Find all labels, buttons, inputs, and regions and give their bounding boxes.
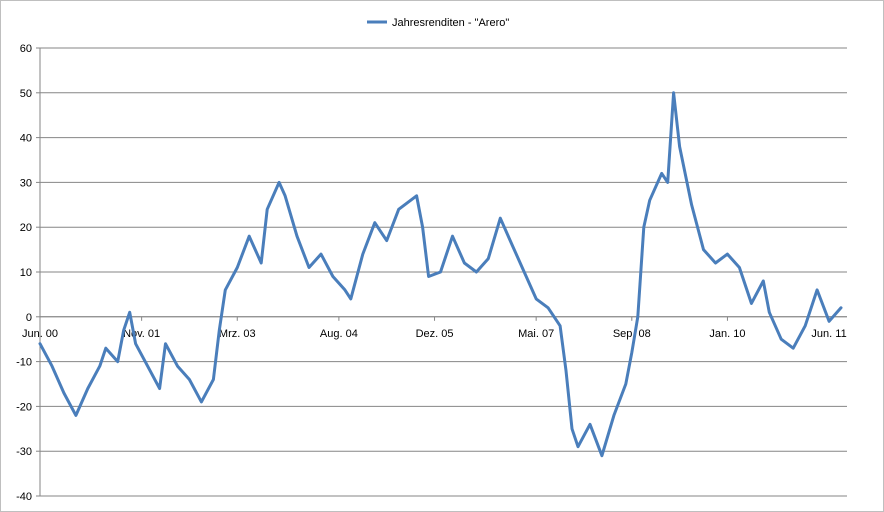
y-tick-label: 50 [20, 88, 32, 100]
legend-label: Jahresrenditen - "Arero" [392, 17, 509, 29]
y-tick-label: 0 [26, 312, 32, 324]
y-tick-label: -30 [16, 446, 32, 458]
x-tick-label: Nov. 01 [123, 328, 160, 340]
series [38, 91, 843, 458]
x-tick-label: Sep. 08 [613, 328, 651, 340]
y-tick-label: -40 [16, 491, 32, 503]
y-tick-label: -10 [16, 357, 32, 369]
gridlines [40, 47, 847, 497]
y-tick-label: 40 [20, 133, 32, 145]
x-tick-label: Jun. 11 [811, 328, 846, 340]
x-tick-label: Aug. 04 [320, 328, 358, 340]
y-tick-label: 30 [20, 177, 32, 189]
x-axis: Jun. 00 Nov. 01 Mrz. 03 Aug. 04 Dez. 05 Mai. … [22, 316, 847, 340]
x-tick-label: Dez. 05 [416, 328, 454, 340]
y-tick-label: -20 [16, 401, 32, 413]
legend: Jahresrenditen - "Arero" [367, 17, 509, 29]
x-tick-label: Jun. 00 [22, 328, 58, 340]
series-line [38, 91, 843, 458]
y-axis: 60 50 40 30 20 10 0 -10 -20 -30 -40 [16, 43, 41, 503]
x-tick-label: Mrz. 03 [219, 328, 256, 340]
x-tick-label: Mai. 07 [518, 328, 554, 340]
x-tick-label: Jan. 10 [709, 328, 745, 340]
y-tick-label: 10 [20, 267, 32, 279]
y-tick-label: 60 [20, 43, 32, 55]
y-tick-label: 20 [20, 222, 32, 234]
